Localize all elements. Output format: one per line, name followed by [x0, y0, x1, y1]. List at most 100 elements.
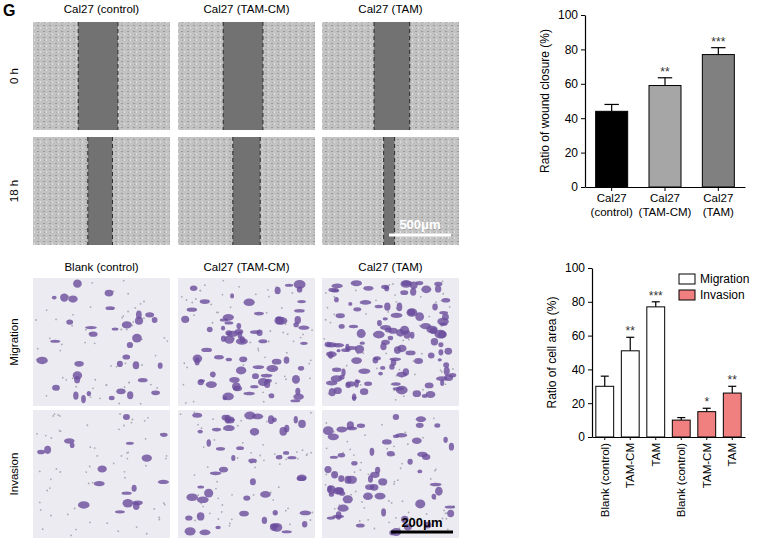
membrane-pore — [88, 483, 90, 485]
stained-cell — [199, 379, 205, 382]
stained-cell — [403, 330, 410, 338]
column-header: Cal27 (TAM) — [358, 261, 422, 273]
membrane-pore — [447, 528, 449, 530]
significance: ** — [728, 373, 738, 387]
significance: *** — [711, 35, 725, 49]
membrane-pore — [422, 389, 424, 391]
stained-cell — [224, 321, 233, 324]
bar — [649, 86, 681, 187]
membrane-pore — [310, 452, 312, 454]
membrane-pore — [89, 446, 91, 448]
x-tick: Cal27(TAM) — [703, 187, 734, 218]
y-tick: 60 — [572, 329, 592, 343]
y-tick-label: 80 — [572, 295, 586, 309]
membrane-pore — [166, 455, 168, 457]
membrane-pore — [230, 306, 232, 308]
membrane-pore — [267, 289, 269, 291]
error-bar-cap — [604, 104, 618, 105]
stained-cell — [298, 326, 309, 330]
stained-cell — [115, 510, 125, 513]
membrane-pore — [194, 474, 196, 476]
error-bar-cap — [677, 417, 685, 418]
stained-cell — [351, 461, 357, 466]
y-tick: 0 — [571, 180, 585, 194]
stained-cell — [250, 428, 259, 436]
stained-cell — [406, 351, 416, 356]
membrane-pore — [395, 301, 397, 303]
stained-cell — [416, 416, 426, 422]
stained-cell — [236, 338, 248, 345]
wound-edge — [78, 22, 79, 130]
stained-cell — [60, 293, 68, 301]
membrane-pore — [381, 424, 383, 426]
membrane-pore — [52, 415, 54, 417]
transwell-image — [322, 410, 459, 538]
stained-cell — [199, 530, 210, 536]
stained-cell — [94, 481, 105, 486]
stained-cell — [391, 382, 400, 385]
stained-cell — [261, 374, 273, 378]
membrane-pore — [144, 420, 146, 422]
membrane-pore — [278, 486, 280, 488]
membrane-pore — [215, 488, 217, 490]
stained-cell — [126, 442, 134, 445]
data-annotations: ******** — [626, 289, 738, 409]
stained-cell — [197, 496, 209, 503]
membrane-pore — [229, 523, 231, 525]
membrane-pore — [119, 413, 121, 415]
membrane-pore — [57, 414, 59, 416]
membrane-pore — [308, 363, 310, 365]
stained-cell — [207, 327, 213, 333]
membrane-pore — [136, 526, 138, 528]
stained-cell — [400, 290, 408, 295]
membrane-pore — [285, 378, 287, 380]
membrane-pore — [150, 384, 152, 386]
stained-cell — [44, 446, 51, 454]
membrane-pore — [39, 471, 41, 473]
membrane-pore — [323, 338, 325, 340]
stained-cell — [123, 499, 134, 507]
membrane-pore — [368, 473, 370, 475]
membrane-pore — [153, 508, 155, 510]
wound-image — [178, 137, 315, 245]
y-tick-label: 100 — [558, 8, 578, 22]
stained-cell — [270, 524, 279, 527]
stained-cell — [293, 322, 299, 327]
membrane-pore — [325, 473, 327, 475]
membrane-pore — [126, 458, 128, 460]
stained-cell — [373, 331, 385, 339]
membrane-pore — [40, 509, 42, 511]
chart: ********020406080100Blank (control)TAM-C… — [545, 261, 749, 517]
stained-cell — [384, 302, 390, 310]
stained-cell — [74, 361, 83, 367]
wound-gap — [78, 22, 118, 130]
stained-cell — [253, 365, 265, 369]
membrane-pore — [105, 384, 107, 386]
y-tick: 40 — [565, 112, 585, 126]
stained-cell — [348, 302, 352, 306]
membrane-pore — [420, 296, 422, 298]
stained-cell — [425, 383, 434, 389]
membrane-pore — [401, 463, 403, 465]
stained-cell — [402, 281, 412, 286]
stained-cell — [276, 455, 283, 459]
membrane-pore — [120, 329, 122, 331]
stained-cell — [239, 356, 247, 362]
membrane-pore — [255, 293, 257, 295]
stained-cell — [133, 361, 140, 369]
stained-cell — [250, 478, 256, 485]
membrane-pore — [191, 302, 193, 304]
row-header: Invasion — [8, 453, 20, 496]
stained-cell — [132, 485, 137, 492]
stained-cell — [356, 380, 361, 384]
membrane-pore — [387, 311, 389, 313]
membrane-pore — [389, 284, 391, 286]
stained-cell — [244, 411, 255, 419]
stained-cell — [52, 296, 57, 300]
wound-image — [178, 22, 315, 130]
membrane-pore — [412, 360, 414, 362]
membrane-pore — [289, 523, 291, 525]
membrane-pore — [50, 437, 52, 439]
membrane-pore — [165, 458, 167, 460]
membrane-pore — [397, 479, 399, 481]
